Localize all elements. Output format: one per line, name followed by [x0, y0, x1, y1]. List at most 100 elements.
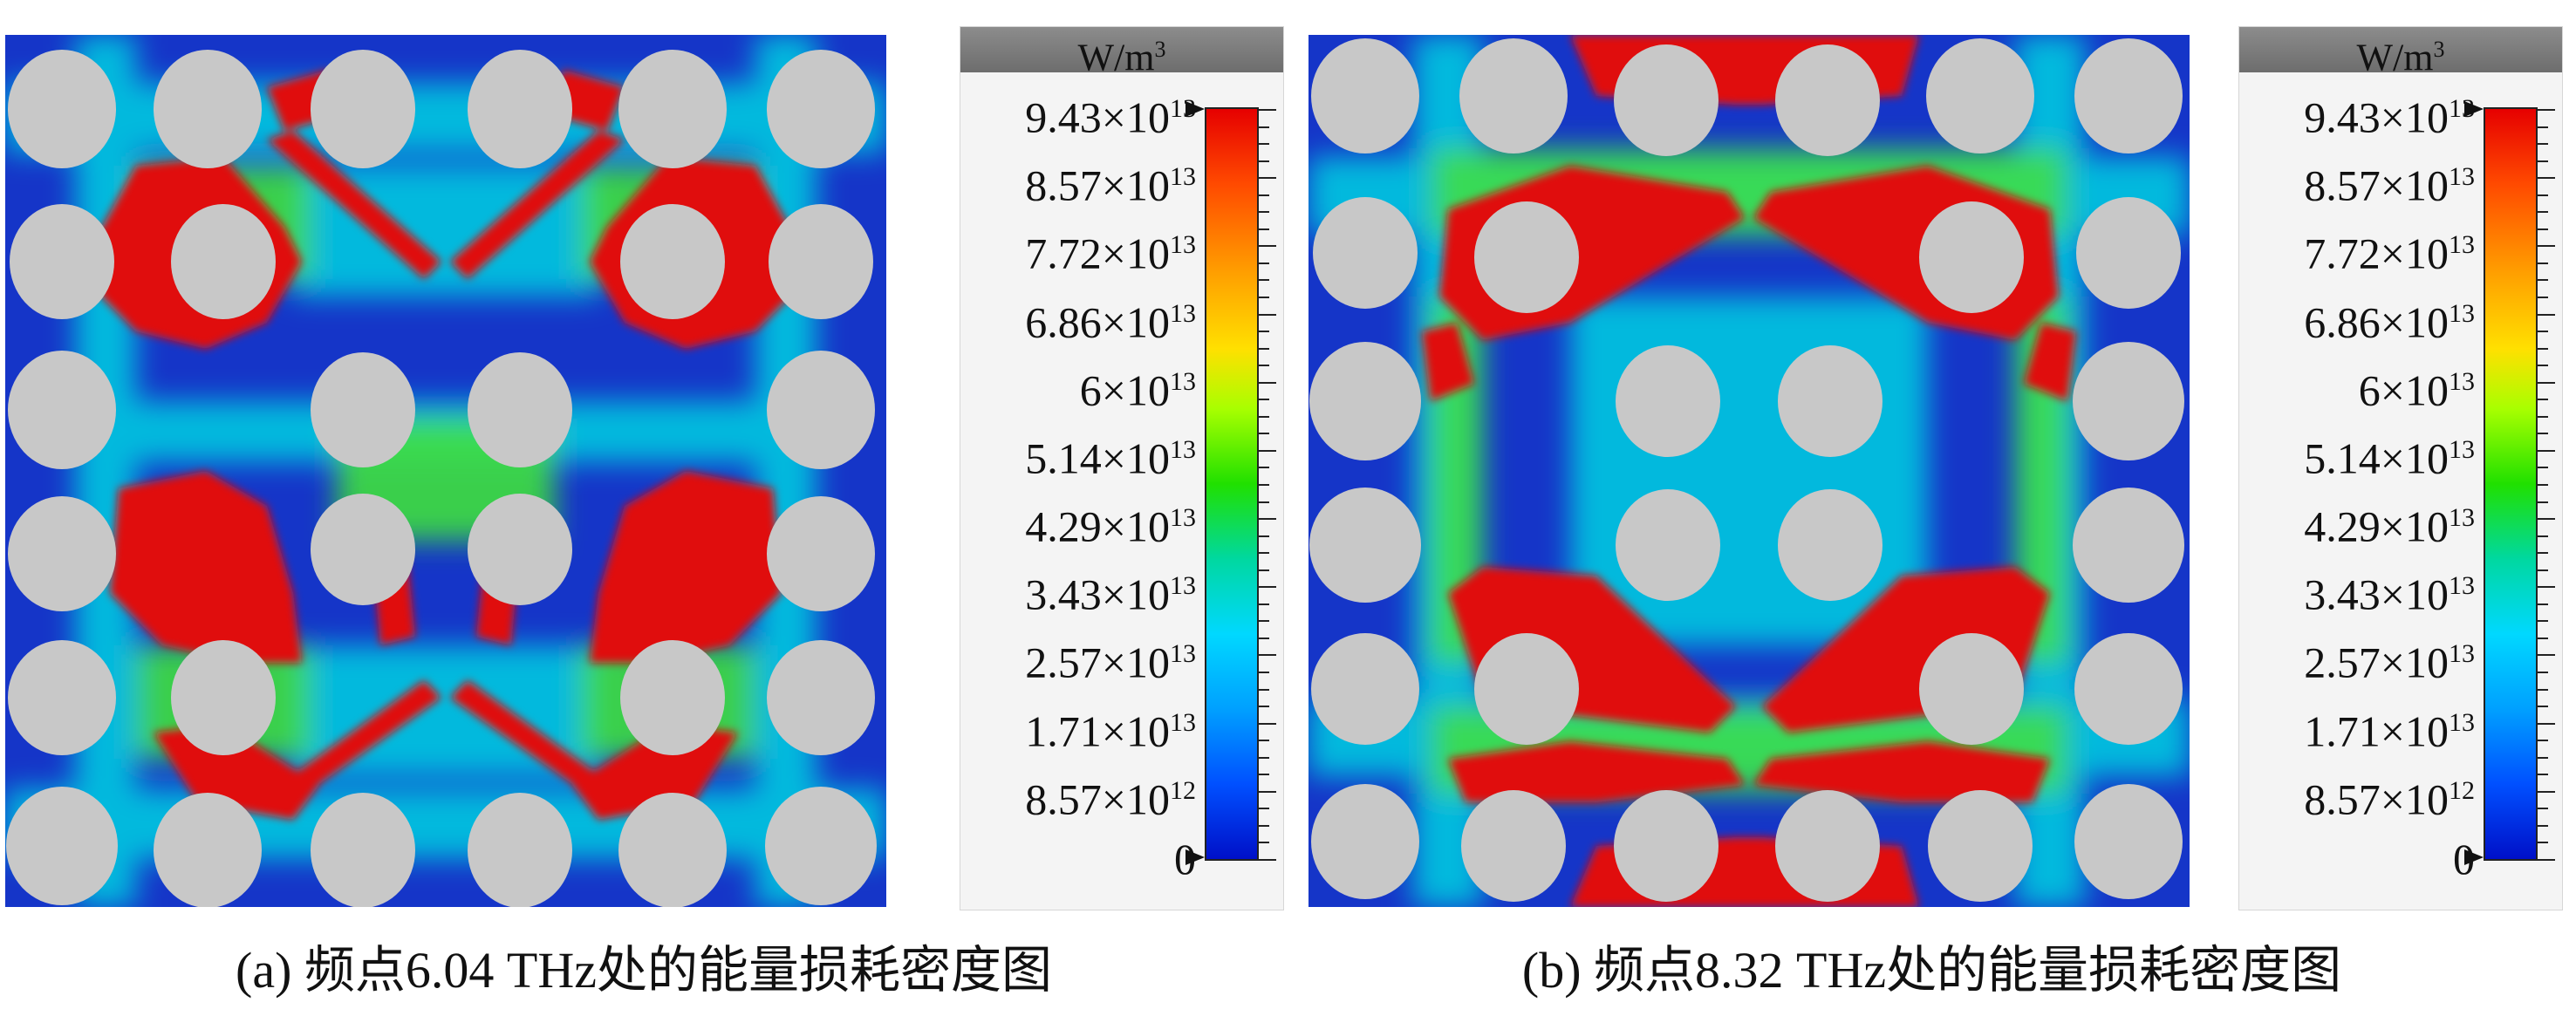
colorbar-tick: [2536, 279, 2548, 282]
colorbar-tick: [2536, 194, 2548, 196]
colorbar-tick: [1257, 279, 1269, 282]
colorbar-tick: [1257, 331, 1269, 333]
colorbar-tick: [1257, 126, 1269, 128]
colorbar-tick: [2536, 331, 2548, 333]
colorbar-label: 8.57×1013: [1025, 160, 1196, 210]
colorbar-tick: [1257, 449, 1276, 452]
colorbar-tick: [2536, 569, 2548, 571]
colorbar-label: 9.43×1013: [2304, 92, 2475, 142]
colorbar-tick: [1257, 756, 1269, 759]
colorbar-tick: [1257, 484, 1269, 486]
colorbar-tick: [2536, 518, 2555, 521]
colorbar-tick: [2536, 552, 2548, 555]
colorbar-tick: [1257, 228, 1269, 230]
colorbar-label: 5.14×1013: [1025, 433, 1196, 483]
colorbar-tick: [2536, 347, 2548, 350]
hole-array-a: [6, 50, 877, 907]
colorbar-tick: [2536, 842, 2548, 844]
colorbar-label: 0: [1174, 835, 1196, 883]
colorbar-tick: [1257, 365, 1269, 367]
max-arrow-icon: [1186, 101, 1205, 117]
field-svg-b: [1308, 35, 2190, 907]
colorbar-header: W/m3: [960, 27, 1283, 79]
colorbar-tick: [2536, 774, 2548, 776]
colorbar-gradient: [1205, 107, 1259, 861]
colorbar-tick: [2536, 688, 2548, 691]
panel-a: W/m3 9.43×1013 8.57×1013 7.72×1013 6.86×101…: [5, 26, 1284, 999]
colorbar-unit: W/m3: [1077, 36, 1166, 79]
colorbar-tick: [2536, 467, 2548, 469]
colorbar-tick: [2536, 109, 2555, 111]
colorbar-tick: [1257, 467, 1269, 469]
colorbar-label: 3.43×1013: [1025, 569, 1196, 619]
colorbar-tick: [1257, 399, 1269, 401]
colorbar-tick: [2536, 297, 2548, 298]
min-arrow-icon: [1186, 849, 1205, 865]
colorbar-tick: [1257, 245, 1276, 248]
colorbar-label: 5.14×1013: [2304, 433, 2475, 483]
colorbar-tick: [1257, 211, 1269, 214]
colorbar-tick: [1257, 381, 1276, 384]
colorbar-tick: [1257, 194, 1269, 196]
colorbar-label: 6.86×1013: [1025, 297, 1196, 347]
colorbar-label: 2.57×1013: [1025, 638, 1196, 688]
caption-a: (a) 频点6.04 THz处的能量损耗密度图: [236, 942, 1052, 999]
colorbar-tick: [2536, 535, 2548, 537]
colorbar-tick: [2536, 484, 2548, 486]
colorbar-tick: [1257, 637, 1269, 639]
colorbar-header: W/m3: [2239, 27, 2562, 79]
colorbar-tick: [2536, 262, 2548, 264]
colorbar-tick: [2536, 228, 2548, 230]
colorbar-tick: [2536, 365, 2548, 367]
max-arrow-icon: [2464, 101, 2484, 117]
colorbar-label: 3.43×1013: [2304, 569, 2475, 619]
colorbar-label: 9.43×1013: [1025, 92, 1196, 142]
colorbar-gradient: [2484, 107, 2538, 861]
colorbar-tick: [2536, 706, 2548, 708]
colorbar-label: 6×1013: [2358, 365, 2475, 415]
colorbar-tick: [1257, 808, 1269, 810]
energy-density-map-a: [5, 35, 886, 907]
colorbar-tick: [1257, 297, 1269, 298]
colorbar-label: 8.57×1013: [2304, 160, 2475, 210]
colorbar-tick: [1257, 313, 1276, 316]
colorbar-label: 4.29×1013: [1025, 501, 1196, 551]
colorbar-tick: [1257, 501, 1269, 503]
colorbar-tick: [2536, 449, 2555, 452]
colorbar-tick: [1257, 774, 1269, 776]
colorbar-label: 6.86×1013: [2304, 297, 2475, 347]
hole-array-b: [1309, 38, 2184, 902]
colorbar-tick: [1257, 603, 1269, 605]
colorbar-tick: [1257, 569, 1269, 571]
colorbar-tick: [2536, 756, 2548, 759]
colorbar-tick: [1257, 109, 1276, 111]
colorbar-tick: [2536, 722, 2555, 725]
colorbar-tick: [2536, 808, 2548, 810]
colorbar-tick: [2536, 672, 2548, 673]
colorbar-tick: [2536, 501, 2548, 503]
field-svg-a: [5, 35, 886, 907]
colorbar-label: 7.72×1013: [1025, 229, 1196, 279]
colorbar-b: W/m3 9.43×1013 8.57×1013 7.72×1013 6.86×101…: [2238, 26, 2563, 910]
colorbar-a: W/m3 9.43×1013 8.57×1013 7.72×1013 6.86×101…: [960, 26, 1284, 910]
colorbar-tick: [2536, 126, 2548, 128]
colorbar-tick: [1257, 143, 1269, 146]
colorbar-tick: [1257, 415, 1269, 418]
caption-b: (b) 频点8.32 THz处的能量损耗密度图: [1521, 942, 2342, 999]
colorbar-tick: [2536, 399, 2548, 401]
colorbar-tick: [1257, 824, 1269, 827]
colorbar-tick: [2536, 586, 2555, 589]
colorbar-tick: [1257, 706, 1269, 708]
colorbar-tick: [1257, 740, 1269, 742]
colorbar-unit: W/m3: [2356, 36, 2445, 79]
colorbar-tick: [1257, 859, 1276, 861]
colorbar-tick: [2536, 143, 2548, 146]
colorbar-tick: [2536, 433, 2548, 435]
colorbar-tick: [2536, 654, 2555, 657]
colorbar-tick: [1257, 518, 1276, 521]
colorbar-tick: [2536, 245, 2555, 248]
colorbar-tick: [2536, 160, 2548, 162]
colorbar-tick: [2536, 824, 2548, 827]
colorbar-label: 4.29×1013: [2304, 501, 2475, 551]
min-arrow-icon: [2464, 849, 2484, 865]
